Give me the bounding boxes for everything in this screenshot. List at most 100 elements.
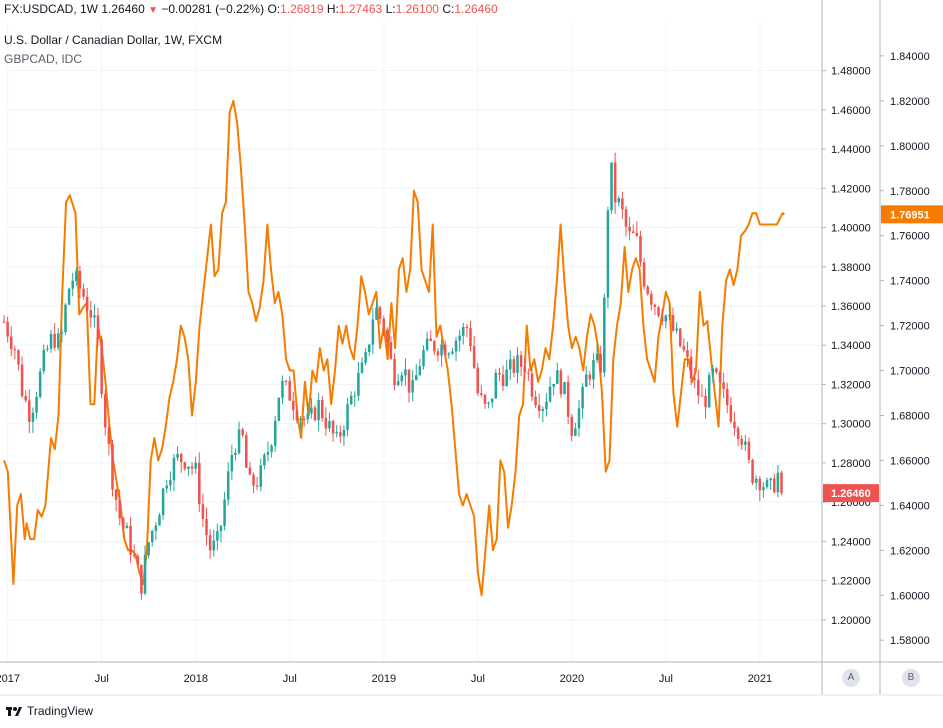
right-axis-label: 1.72000 (890, 321, 930, 333)
candle-body (566, 382, 570, 417)
candle-body (606, 210, 610, 298)
candle-body (476, 367, 479, 394)
right-axis-label: 1.84000 (890, 51, 930, 63)
candle-body (114, 489, 118, 500)
candle-body (339, 432, 342, 437)
candle-layer (2, 152, 783, 600)
candle-body (660, 315, 664, 322)
left-axis-label: 1.36000 (831, 301, 871, 313)
usdcad-last-value-badge (823, 484, 879, 503)
candle-body (201, 504, 205, 519)
candle-body (96, 315, 100, 340)
candle-body (93, 315, 96, 318)
right-axis-label: 1.60000 (890, 590, 930, 602)
grid-layer (4, 22, 822, 662)
candle-body (512, 359, 516, 373)
candle-body (494, 372, 498, 399)
candle-body (375, 307, 378, 320)
candle-body (675, 328, 678, 331)
candle-body (534, 396, 537, 406)
left-axis-label: 1.24000 (831, 536, 871, 548)
candle-body (248, 467, 252, 475)
candle-body (736, 428, 740, 439)
candle-body (682, 346, 686, 351)
time-axis-label: Jul (283, 673, 297, 685)
candle-body (245, 435, 248, 468)
candle-body (646, 286, 649, 294)
candle-body (75, 271, 78, 281)
candle-body (378, 307, 382, 319)
candle-body (129, 525, 132, 555)
time-axis-label: 2019 (372, 673, 396, 685)
candle-body (407, 369, 411, 393)
candle-body (317, 400, 320, 421)
footer-brand[interactable]: TradingView (6, 704, 93, 718)
candle-body (277, 397, 281, 421)
candle-body (295, 410, 299, 421)
gbpcad-last-value-badge (881, 205, 943, 224)
candle-body (718, 372, 722, 383)
candle-body (313, 407, 317, 421)
candle-body (118, 499, 121, 519)
candle-body (310, 407, 313, 414)
compare-scale-button[interactable]: B (902, 669, 920, 687)
symbol-header: FX:USDCAD, 1W 1.26460 ▼ −0.00281 (−0.22%… (4, 2, 498, 16)
compare-series-title[interactable]: GBPCAD, IDC (4, 52, 83, 66)
candle-body (223, 499, 226, 526)
candle-body (664, 315, 668, 322)
candle-body (436, 351, 440, 356)
candle-body (147, 542, 150, 556)
candle-body (458, 335, 461, 341)
right-axis-label: 1.58000 (890, 635, 930, 647)
candle-body (302, 418, 306, 420)
candle-body (263, 454, 266, 466)
candle-body (320, 400, 324, 419)
candle-body (686, 350, 689, 357)
candle-body (172, 457, 176, 481)
candle-body (451, 351, 454, 354)
left-axis-label: 1.22000 (831, 576, 871, 588)
candle-body (85, 296, 89, 311)
candle-body (56, 333, 60, 348)
candle-body (353, 395, 357, 397)
time-axis-label: 2020 (560, 673, 584, 685)
candle-body (143, 555, 147, 594)
low-value: 1.26100 (395, 2, 439, 16)
candle-body (762, 487, 765, 491)
candle-body (548, 386, 552, 402)
right-axis-label: 1.74000 (890, 276, 930, 288)
candle-body (82, 288, 85, 297)
candle-body (67, 288, 71, 305)
candle-body (570, 416, 574, 436)
left-axis-label: 1.34000 (831, 340, 871, 352)
candle-body (613, 162, 617, 203)
auto-scale-button[interactable]: A (842, 669, 860, 687)
candle-body (389, 342, 393, 359)
main-series-title[interactable]: U.S. Dollar / Canadian Dollar, 1W, FXCM (4, 33, 223, 47)
candle-body (537, 405, 541, 412)
candle-body (697, 379, 700, 396)
candle-body (183, 462, 187, 469)
candle-body (284, 380, 288, 382)
right-axis-label: 1.66000 (890, 455, 930, 467)
candle-body (255, 485, 259, 487)
left-axis-label: 1.46000 (831, 105, 871, 117)
candle-body (13, 349, 17, 351)
left-axis-label: 1.40000 (831, 223, 871, 235)
candle-body (212, 540, 216, 551)
right-axis-label: 1.68000 (890, 410, 930, 422)
candle-body (103, 394, 107, 428)
candle-body (480, 393, 483, 395)
candle-body (693, 378, 696, 380)
right-axis-label: 1.70000 (890, 366, 930, 378)
candle-body (487, 402, 490, 404)
candle-body (179, 453, 183, 463)
candle-body (574, 428, 577, 436)
candle-body (393, 358, 396, 386)
candle-body (429, 338, 432, 342)
candle-body (689, 356, 693, 379)
candle-body (469, 328, 472, 347)
symbol-name[interactable]: FX:USDCAD, 1W (4, 2, 99, 16)
